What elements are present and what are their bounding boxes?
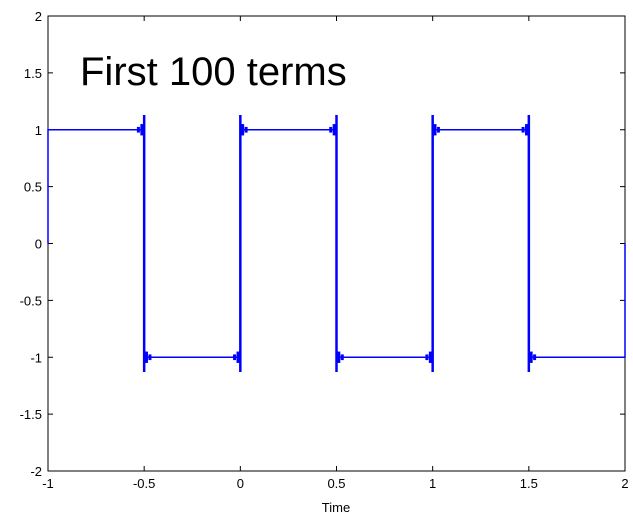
chart-annotation: First 100 terms	[80, 50, 347, 94]
y-tick-label: -1	[30, 350, 42, 365]
x-axis-label: Time	[322, 500, 350, 515]
x-tick-label: 1.5	[520, 476, 538, 491]
y-tick-label: -0.5	[20, 293, 42, 308]
y-tick-label: -2	[30, 464, 42, 479]
x-tick-label: 1	[429, 476, 436, 491]
series-layer	[47, 114, 626, 373]
y-tick-label: 2	[35, 9, 42, 24]
y-tick-label: 1	[35, 123, 42, 138]
y-tick-label: 0	[35, 237, 42, 252]
y-tick-label: 1.5	[24, 66, 42, 81]
y-tick-label: -1.5	[20, 407, 42, 422]
x-tick-label: 0	[237, 476, 244, 491]
axis-ticks: -1 -0.5 0 0.5 1 1.5 2 2 1.5 1 0.5 0 -0.5 -1 -1.5 -2	[20, 9, 629, 491]
x-tick-label: 2	[621, 476, 628, 491]
x-tick-label: -1	[42, 476, 54, 491]
x-tick-label: 0.5	[327, 476, 345, 491]
y-tick-label: 0.5	[24, 180, 42, 195]
x-tick-label: -0.5	[133, 476, 155, 491]
